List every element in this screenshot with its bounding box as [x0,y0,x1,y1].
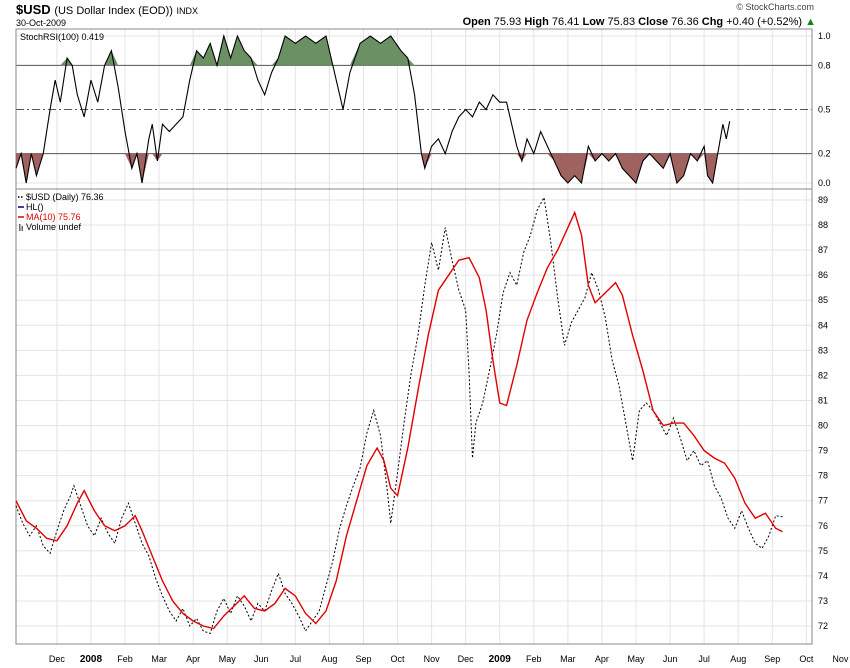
symbol-name: (US Dollar Index (EOD)) [54,5,173,17]
stoch-y-tick: 0.5 [818,105,831,115]
stochrsi-line [15,33,731,185]
open-value: 75.93 [493,16,522,28]
legend-volume-icon [19,224,21,231]
price-y-tick: 74 [818,571,828,581]
price-frame [15,188,813,645]
oversold-fill [16,153,730,183]
x-tick-label: Aug [321,654,337,664]
panel-frames [15,28,813,645]
chart-date: 30-Oct-2009 [16,18,67,28]
x-tick-label: Dec [49,654,66,664]
high-label: High [524,16,549,28]
price-y-tick: 75 [818,546,828,556]
x-tick-label: May [219,654,237,664]
symbol: $USD [16,2,51,17]
open-label: Open [462,16,491,28]
x-tick-label: Feb [526,654,542,664]
x-tick-label: Sep [764,654,780,664]
x-tick-label: Oct [391,654,406,664]
price-y-tick: 76 [818,521,828,531]
low-value: 75.83 [607,16,636,28]
x-tick-label: Nov [424,654,441,664]
price-y-tick: 77 [818,496,828,506]
price-y-tick: 79 [818,446,828,456]
legend-item: HL() [26,202,44,212]
price-y-tick: 73 [818,596,828,606]
x-tick-label: Dec [458,654,475,664]
x-tick-label: Jun [663,654,678,664]
price-y-tick: 84 [818,320,828,330]
price-panel [15,195,783,635]
price-y-tick: 80 [818,421,828,431]
axes: Dec 2008 Feb Mar Apr May Jun Jul Aug Sep Oct Nov Dec… [49,31,849,665]
stoch-y-tick: 1.0 [818,31,831,41]
price-line [15,195,783,635]
up-arrow-icon: ▲ [805,16,816,28]
exchange: INDX [176,6,199,16]
x-tick-label: 2009 [489,654,512,665]
x-tick-label: Nov [832,654,849,664]
legend: StochRSI(100) 0.419 $USD (Daily) 76.36HL(… [18,32,104,232]
price-y-tick: 86 [818,270,828,280]
price-y-tick: 83 [818,345,828,355]
x-tick-label: Apr [186,654,200,664]
legend-volume-icon [21,226,23,231]
high-value: 76.41 [551,16,580,28]
close-value: 76.36 [671,16,699,28]
price-y-tick: 89 [818,195,828,205]
legend-item: $USD (Daily) 76.36 [26,192,104,202]
price-y-tick: 88 [818,220,828,230]
x-tick-label: Oct [799,654,814,664]
price-y-tick: 85 [818,295,828,305]
x-tick-label: Jun [254,654,269,664]
copyright: © StockCharts.com [736,2,814,12]
symbol-title: $USD (US Dollar Index (EOD)) INDX [16,2,198,17]
grid [16,29,812,644]
ohlc-bar: Open 75.93 High 76.41 Low 75.83 Close 76… [463,16,816,28]
legend-item: MA(10) 75.76 [26,212,81,222]
overbought-fill [16,36,730,66]
stoch-y-tick: 0.0 [818,178,831,188]
close-label: Close [638,16,669,28]
stoch-y-tick: 0.2 [818,149,831,159]
x-tick-label: May [627,654,645,664]
stochrsi-panel [15,33,731,185]
x-tick-label: Mar [151,654,167,664]
price-y-tick: 72 [818,621,828,631]
x-tick-label: Jul [698,654,710,664]
ma10-line [15,210,783,630]
stoch-y-tick: 0.8 [818,60,831,70]
x-tick-label: Mar [560,654,576,664]
chg-label: Chg [701,16,724,28]
chg-value: +0.40 (+0.52%) [726,16,803,28]
x-tick-label: Aug [730,654,746,664]
price-y-tick: 82 [818,370,828,380]
stochrsi-legend: StochRSI(100) 0.419 [20,32,104,42]
price-y-tick: 81 [818,395,828,405]
price-y-tick: 87 [818,245,828,255]
legend-item: Volume undef [26,222,82,232]
x-tick-label: 2008 [80,654,103,665]
low-label: Low [582,16,605,28]
x-tick-label: Feb [117,654,133,664]
x-tick-label: Sep [355,654,371,664]
price-y-tick: 78 [818,471,828,481]
x-tick-label: Apr [595,654,609,664]
x-tick-label: Jul [290,654,302,664]
